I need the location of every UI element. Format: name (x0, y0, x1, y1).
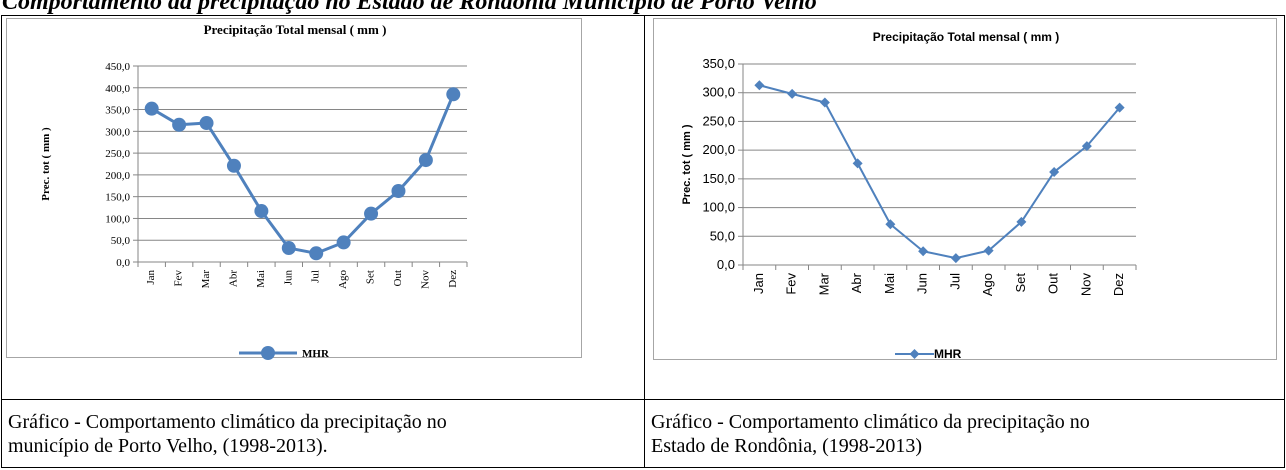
x-tick-label: Jan (145, 270, 157, 285)
chart-cell-left: Precipitação Total mensal ( mm ) 0,0 50,0 1… (1, 15, 645, 400)
y-tick-label: 50,0 (111, 235, 131, 247)
x-tick-label: Abr (227, 270, 239, 287)
data-point-ago (336, 235, 351, 250)
x-tick-label: Dez (447, 270, 459, 288)
caption-right-line-1: Gráfico - Comportamento climático da pre… (651, 410, 1090, 433)
data-point-out (391, 184, 406, 199)
series-line-mhr (150, 93, 455, 255)
x-tick-label: Abr (849, 272, 864, 293)
caption-left-line-1: Gráfico - Comportamento climático da pre… (8, 410, 447, 433)
x-tick-label: Mai (255, 270, 267, 288)
chart-svg-rondonia: Precipitação Total mensal ( mm ) 0,0 50,0 1… (681, 30, 1137, 361)
data-point-set (364, 206, 379, 221)
y-tick-label: 350,0 (105, 105, 130, 117)
x-tick-label: Set (1013, 273, 1028, 293)
data-point-mar (819, 97, 830, 108)
data-point-dez (446, 87, 461, 102)
data-point-jan (754, 80, 765, 91)
chart-svg-porto-velho: Precipitação Total mensal ( mm ) 0,0 50,0 1… (40, 22, 468, 360)
x-tick-label: Jan (751, 273, 766, 294)
x-tick-label: Mar (200, 270, 212, 289)
y-tick-label: 100,0 (105, 213, 130, 225)
data-point-abr (226, 158, 241, 173)
data-point-mai (254, 204, 269, 219)
data-point-set (1016, 216, 1027, 227)
x-tick-label: Mai (882, 273, 897, 294)
y-tick-label: 300,0 (105, 126, 130, 138)
legend-label: MHR (934, 347, 962, 361)
caption-left-line-2: município de Porto Velho, (1998-2013). (8, 434, 328, 457)
y-tick-label: 50,0 (710, 228, 735, 243)
layout-table: Precipitação Total mensal ( mm ) 0,0 50,0 1… (1, 15, 1285, 469)
y-tick-label: 250,0 (105, 148, 130, 160)
data-point-mai (885, 219, 896, 230)
chart-title: Precipitação Total mensal ( mm ) (204, 22, 387, 37)
x-tick-label: Out (392, 270, 404, 287)
legend-marker (261, 346, 275, 360)
y-tick-label: 0,0 (116, 257, 130, 269)
data-point-abr (852, 158, 863, 169)
y-tick-label: 450,0 (105, 61, 130, 73)
x-tick-label: Set (365, 270, 377, 284)
y-tick-label: 250,0 (702, 113, 735, 128)
chart-rondonia: Precipitação Total mensal ( mm ) 0,0 50,0 1… (653, 18, 1277, 361)
y-tick-label: 400,0 (105, 83, 130, 95)
y-tick-label: 100,0 (702, 200, 735, 215)
page-title: Comportamento da precipitação no Estado … (2, 0, 817, 15)
caption-right-line-2: Estado de Rondônia, (1998-2013) (651, 434, 923, 457)
x-tick-label: Nov (1078, 273, 1093, 297)
legend-marker (909, 349, 920, 359)
data-point-ago (983, 245, 994, 256)
y-tick-label: 350,0 (702, 56, 735, 71)
data-point-jul (309, 246, 324, 261)
data-point-jul (950, 253, 961, 264)
x-tick-label: Fev (784, 273, 799, 295)
chart-title: Precipitação Total mensal ( mm ) (873, 30, 1060, 44)
x-tick-label: Nov (419, 270, 431, 289)
data-point-jun (918, 246, 929, 257)
x-tick-label: Mar (816, 272, 831, 295)
chart-porto-velho: Precipitação Total mensal ( mm ) 0,0 50,0 1… (6, 18, 582, 360)
x-tick-label: Dez (1111, 273, 1126, 296)
y-axis-label: Prec. tot ( mm ) (40, 127, 52, 201)
data-point-jun (281, 241, 296, 256)
data-point-fev (787, 88, 798, 99)
data-point-dez (1114, 102, 1125, 113)
data-point-jan (144, 101, 159, 116)
x-tick-label: Ago (337, 270, 349, 289)
caption-left: Gráfico - Comportamento climático da pre… (1, 398, 645, 469)
y-tick-label: 200,0 (702, 142, 735, 157)
x-tick-label: Ago (980, 273, 995, 296)
y-axis-label: Prec. tot ( mm ) (681, 124, 693, 204)
series-line-mhr (759, 84, 1121, 260)
y-tick-label: 150,0 (105, 192, 130, 204)
chart-cell-right: Precipitação Total mensal ( mm ) 0,0 50,0 1… (644, 15, 1285, 400)
data-point-out (1049, 166, 1060, 177)
x-tick-label: Jun (282, 270, 294, 286)
caption-right: Gráfico - Comportamento climático da pre… (644, 398, 1285, 469)
y-tick-label: 300,0 (702, 85, 735, 100)
x-tick-label: Jul (310, 270, 322, 283)
x-tick-label: Fev (173, 270, 185, 287)
data-point-nov (1081, 141, 1092, 152)
x-tick-label: Jun (915, 273, 930, 294)
data-point-fev (172, 117, 187, 132)
data-point-mar (199, 116, 214, 131)
legend-label: MHR (302, 348, 330, 360)
data-point-nov (418, 153, 433, 168)
y-tick-label: 200,0 (105, 170, 130, 182)
y-tick-label: 150,0 (702, 171, 735, 186)
x-tick-label: Jul (947, 273, 962, 290)
y-tick-label: 0,0 (717, 257, 735, 272)
x-tick-label: Out (1046, 273, 1061, 294)
